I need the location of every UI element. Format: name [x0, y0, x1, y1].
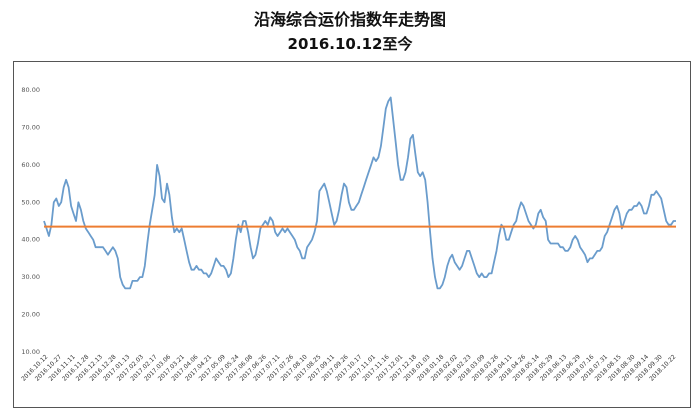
y-tick-label: 20.00: [21, 311, 40, 319]
series-line: [43, 96, 676, 290]
y-axis: 10.00 20.00 30.00 40.00 50.00 60.00 70.00 80.00: [21, 86, 40, 356]
chart-title: 沿海综合运价指数年走势图: [253, 10, 446, 29]
y-tick-label: 10.00: [21, 348, 40, 356]
y-tick-label: 30.00: [21, 273, 40, 281]
chart-frame: [13, 61, 691, 408]
y-tick-label: 50.00: [21, 198, 40, 206]
y-tick-label: 80.00: [21, 86, 40, 94]
chart-subtitle: 2016.10.12至今: [287, 35, 413, 53]
y-tick-label: 60.00: [21, 161, 40, 169]
y-tick-label: 40.00: [21, 236, 40, 244]
series-layer: [43, 96, 676, 290]
y-tick-label: 70.00: [21, 123, 40, 131]
x-axis: 2016.10.122016.10.272016.11.112016.11.28…: [20, 353, 677, 382]
